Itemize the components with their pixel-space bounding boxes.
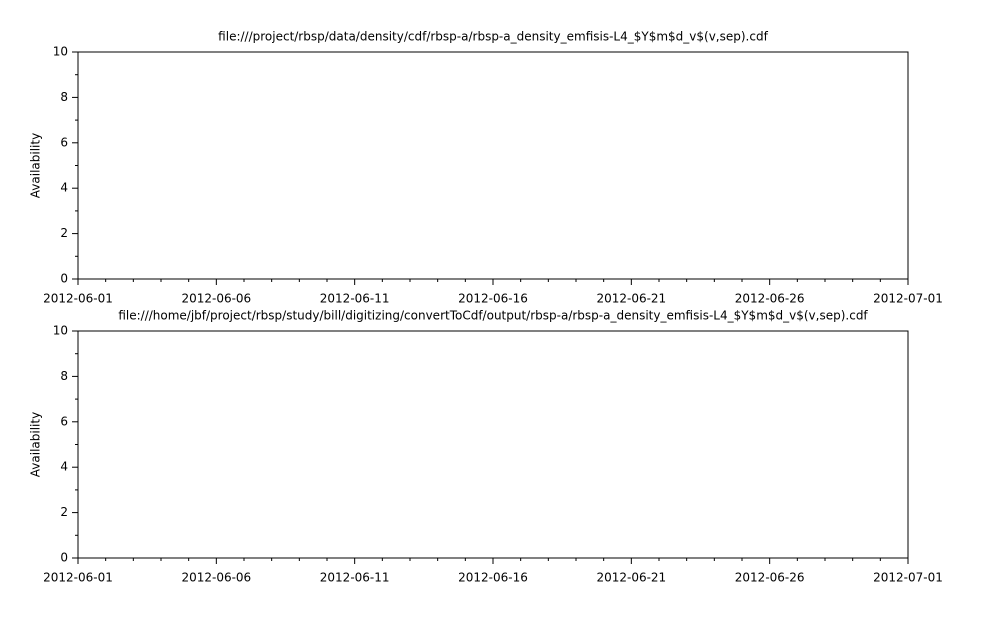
x-tick-label: 2012-06-16 [458, 292, 528, 306]
x-tick-label: 2012-07-01 [873, 292, 943, 306]
y-tick-label: 6 [60, 135, 68, 149]
plot-frame [77, 330, 909, 559]
plot-frame [77, 51, 909, 280]
y-tick-label: 8 [60, 90, 68, 104]
y-axis-label: Availability [29, 412, 43, 477]
x-tick-label: 2012-06-06 [181, 292, 251, 306]
chart-title: file:///home/jbf/project/rbsp/study/bill… [118, 309, 868, 323]
chart-title: file:///project/rbsp/data/density/cdf/rb… [218, 30, 768, 44]
y-axis-label: Availability [29, 133, 43, 198]
y-tick-label: 8 [60, 369, 68, 383]
y-tick-label: 10 [53, 45, 68, 59]
y-tick-label: 0 [60, 272, 68, 286]
x-tick-label: 2012-06-06 [181, 571, 251, 585]
x-tick-label: 2012-06-01 [43, 571, 113, 585]
x-tick-label: 2012-06-21 [596, 571, 666, 585]
y-tick-label: 0 [60, 551, 68, 565]
y-tick-label: 2 [60, 505, 68, 519]
x-tick-label: 2012-06-11 [320, 571, 390, 585]
y-tick-label: 4 [60, 181, 68, 195]
x-tick-label: 2012-07-01 [873, 571, 943, 585]
x-tick-label: 2012-06-26 [735, 571, 805, 585]
x-tick-label: 2012-06-26 [735, 292, 805, 306]
y-tick-label: 6 [60, 414, 68, 428]
x-tick-label: 2012-06-11 [320, 292, 390, 306]
y-tick-label: 2 [60, 226, 68, 240]
y-tick-label: 4 [60, 460, 68, 474]
x-tick-label: 2012-06-01 [43, 292, 113, 306]
y-tick-label: 10 [53, 324, 68, 338]
x-tick-label: 2012-06-16 [458, 571, 528, 585]
x-tick-label: 2012-06-21 [596, 292, 666, 306]
